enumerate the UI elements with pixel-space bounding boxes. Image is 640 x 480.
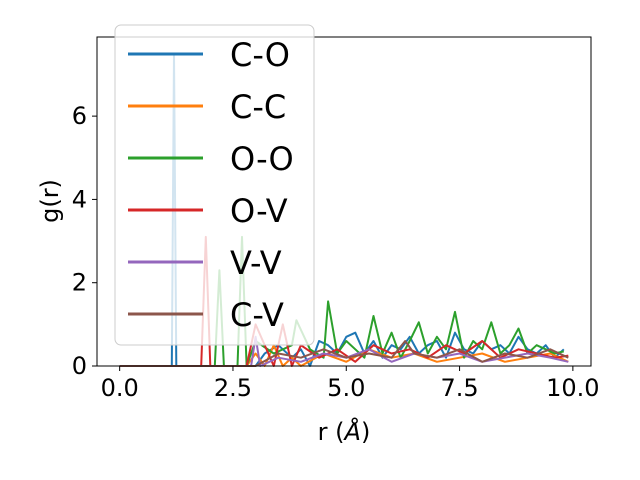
legend-label-c-c: C-C bbox=[230, 88, 286, 126]
x-tick-label: 2.5 bbox=[214, 374, 252, 402]
legend: C-O C-C O-O O-V V-V C-V bbox=[114, 24, 315, 346]
series-line-c-v bbox=[119, 340, 569, 367]
y-tick-label: 4 bbox=[72, 185, 87, 213]
plot-area-frame bbox=[96, 36, 592, 367]
y-tick-label: 6 bbox=[72, 102, 87, 130]
y-axis-title: g(r) bbox=[36, 179, 64, 223]
x-tick-label: 0.0 bbox=[101, 374, 139, 402]
x-axis-title-close: ) bbox=[361, 418, 370, 446]
y-tick-label: 0 bbox=[72, 352, 87, 380]
x-axis-title: r (Å) bbox=[318, 417, 371, 446]
x-tick-label: 7.5 bbox=[440, 374, 478, 402]
legend-label-v-v: V-V bbox=[230, 244, 282, 282]
legend-label-c-o: C-O bbox=[230, 36, 290, 74]
legend-label-c-v: C-V bbox=[230, 296, 284, 334]
x-tick-label: 5.0 bbox=[327, 374, 365, 402]
x-tick-label: 10.0 bbox=[546, 374, 599, 402]
legend-label-o-v: O-V bbox=[230, 192, 288, 230]
x-axis-title-text: r ( bbox=[318, 418, 345, 446]
axis-ticks: 0.0 2.5 5.0 7.5 10.0 0 2 4 6 bbox=[72, 102, 600, 402]
y-tick-label: 2 bbox=[72, 269, 87, 297]
legend-label-o-o: O-O bbox=[230, 140, 294, 178]
x-axis-title-unit: Å bbox=[343, 417, 361, 446]
legend-entries: C-O C-C O-O O-V V-V C-V bbox=[128, 36, 294, 334]
series-line-o-o bbox=[119, 235, 565, 367]
